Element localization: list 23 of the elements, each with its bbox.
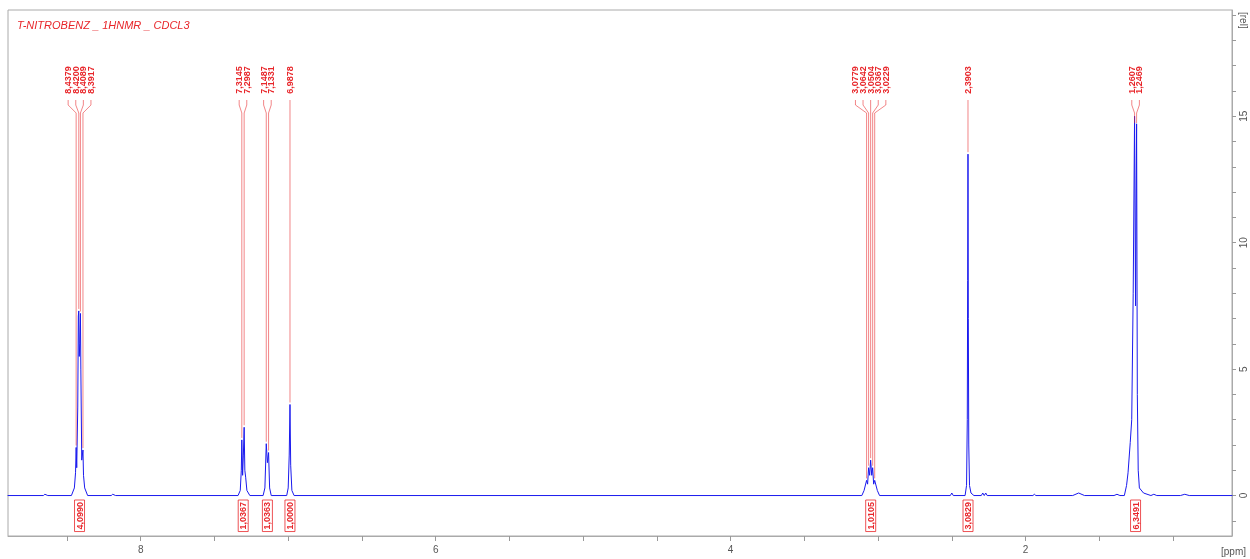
annotation: 6,9878 — [284, 66, 295, 94]
annotation: 1,0363 — [262, 502, 273, 530]
y-axis-title: [rel] — [1237, 12, 1249, 29]
x-tick-label: 6 — [432, 543, 439, 555]
annotation: 1,0105 — [865, 502, 876, 530]
y-tick-label: 10 — [1237, 236, 1249, 249]
annotation: 6,3491 — [1130, 502, 1141, 530]
y-tick-label: 15 — [1237, 110, 1249, 122]
annotation: 4,0990 — [74, 502, 85, 530]
y-tick-label: 0 — [1237, 492, 1249, 499]
annotation: 1,2607 — [1126, 66, 1137, 94]
annotation: 1,0367 — [238, 502, 249, 530]
text: T-NITROBENZ _ 1HNMR _ CDCL3 — [17, 18, 191, 31]
annotation: 3,0779 — [850, 66, 861, 94]
annotation: 7,1487 — [258, 66, 269, 94]
x-tick-label: 4 — [727, 543, 734, 555]
y-tick-label: 5 — [1237, 365, 1249, 372]
annotation: 1,0000 — [284, 502, 295, 530]
annotation: 3,0829 — [963, 502, 974, 530]
x-tick-label: 2 — [1022, 543, 1029, 555]
x-axis-title: [ppm] — [1220, 545, 1247, 557]
x-tick-label: 8 — [137, 543, 144, 555]
annotation: 2,3903 — [962, 66, 973, 94]
